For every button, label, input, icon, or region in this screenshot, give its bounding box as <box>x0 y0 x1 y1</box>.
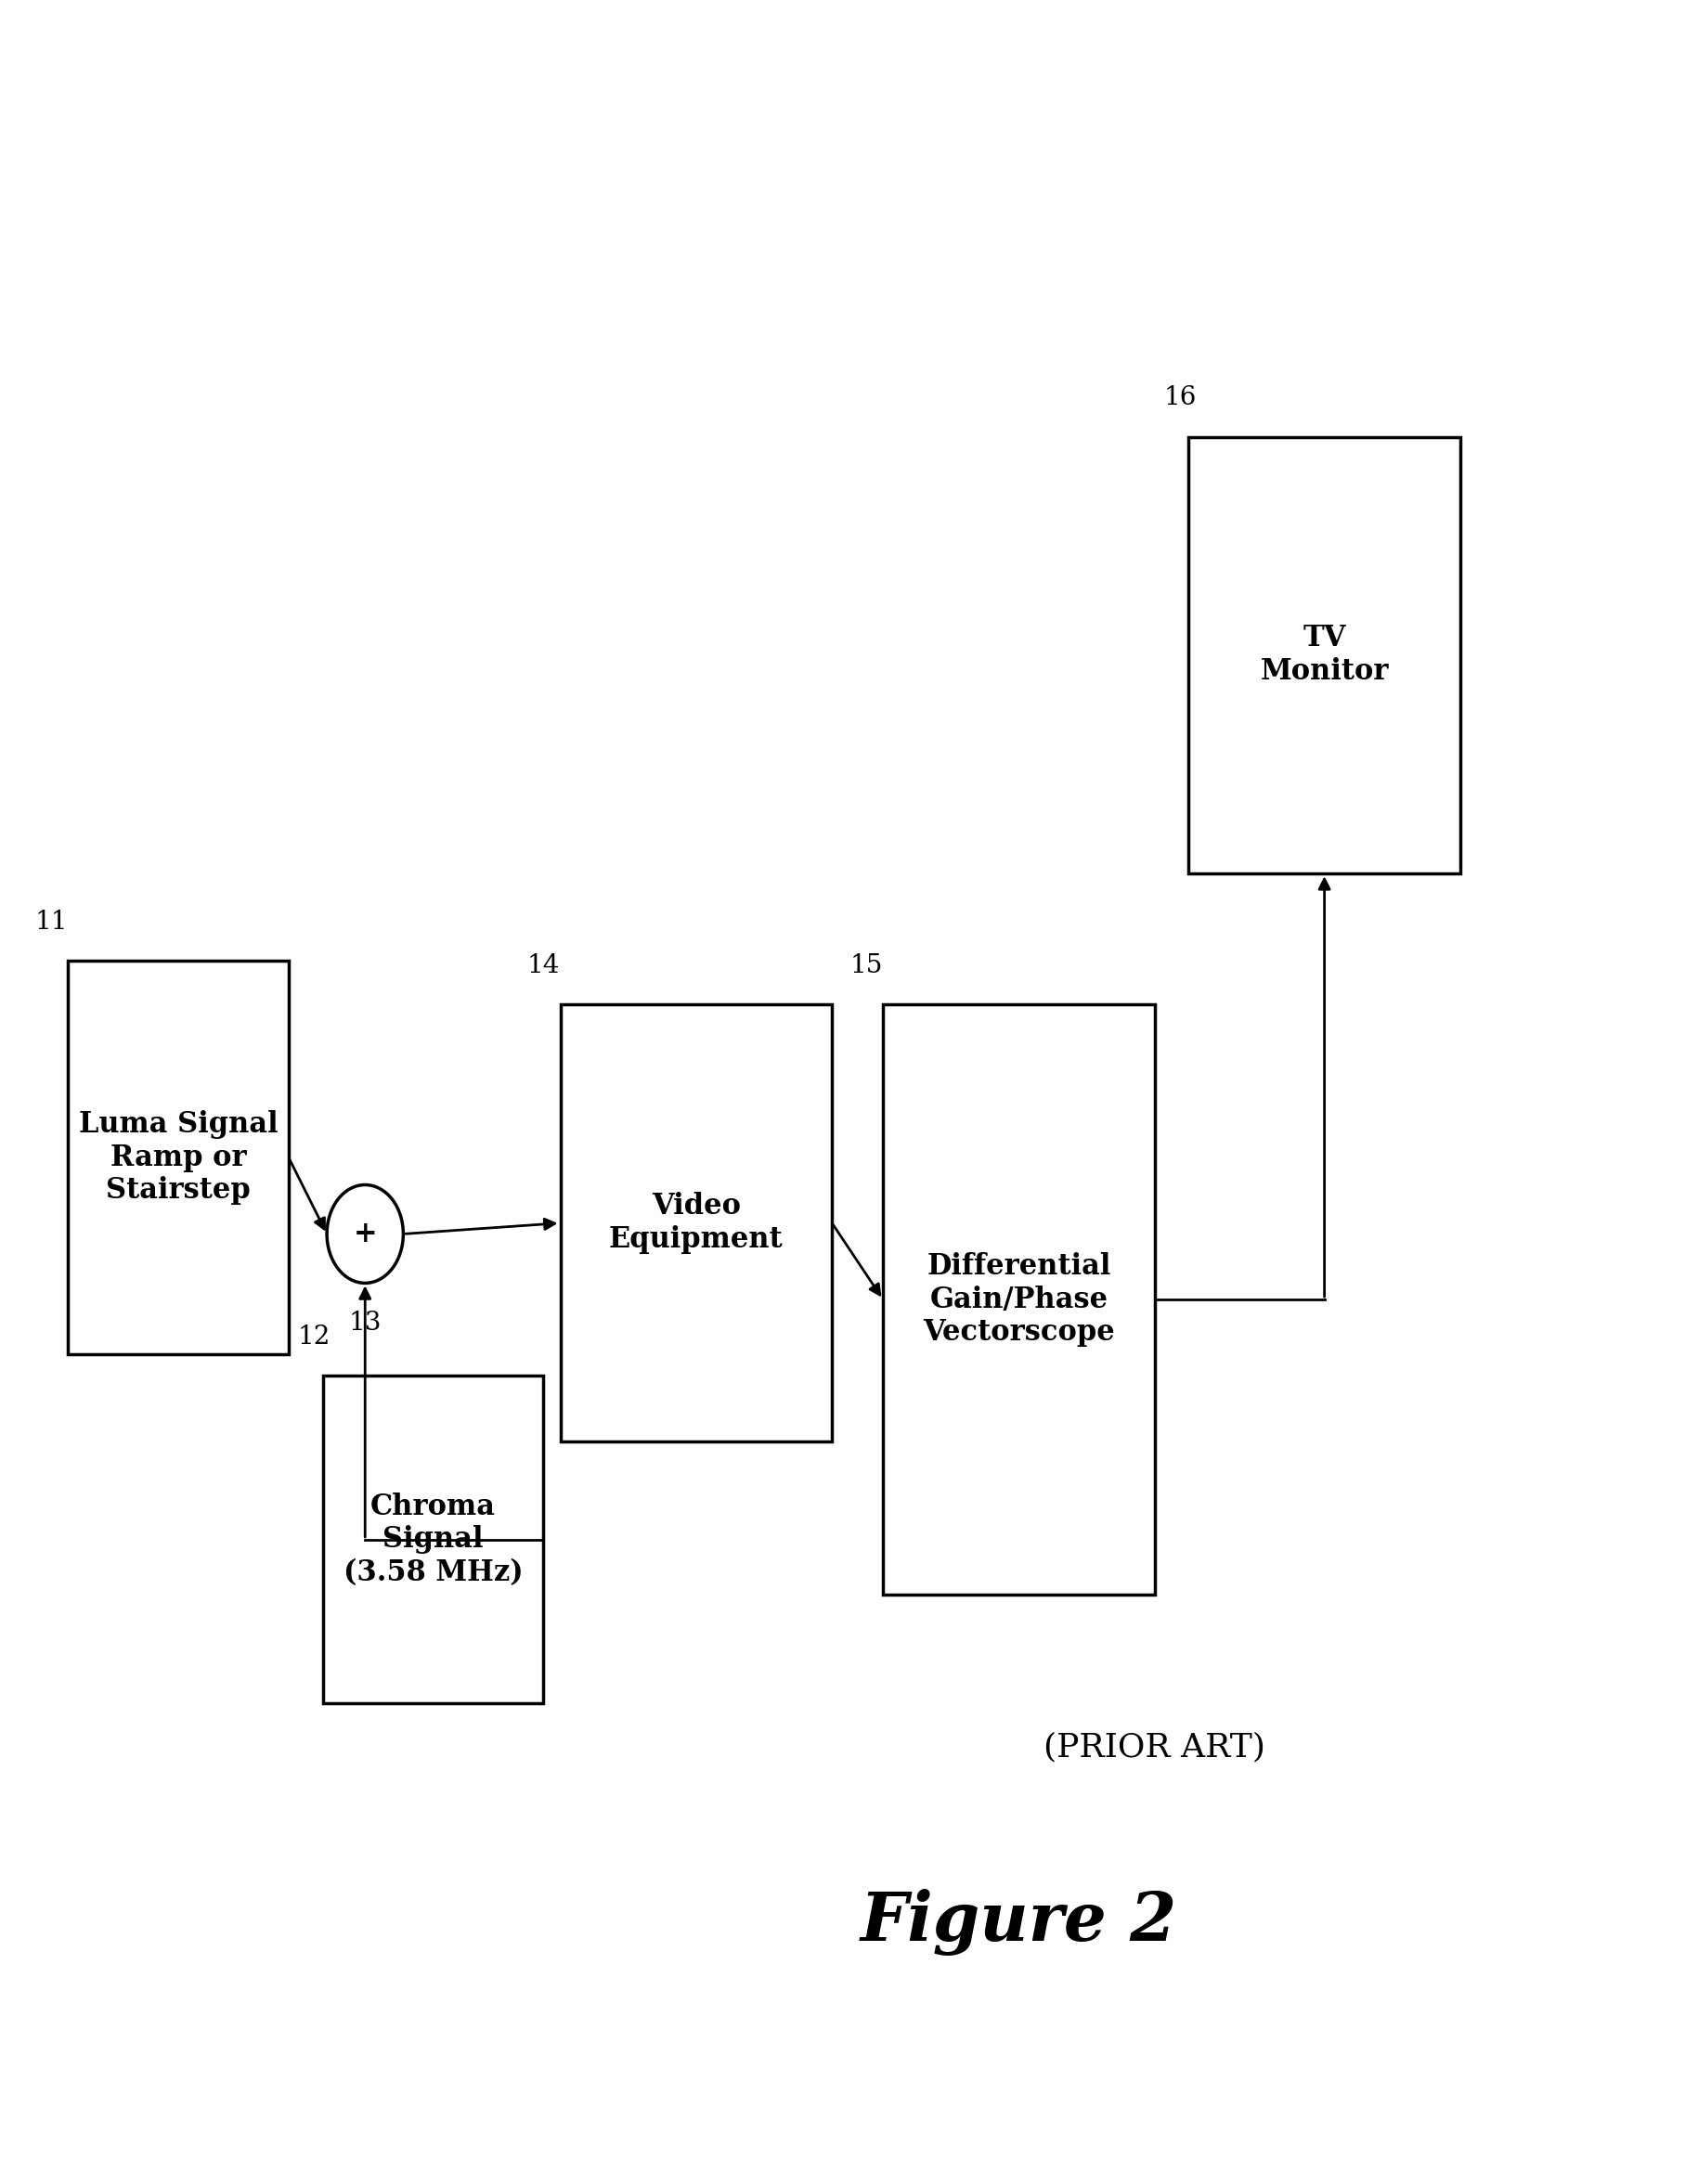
Circle shape <box>326 1184 404 1284</box>
Text: Luma Signal
Ramp or
Stairstep: Luma Signal Ramp or Stairstep <box>78 1109 278 1206</box>
FancyBboxPatch shape <box>323 1376 543 1704</box>
FancyBboxPatch shape <box>883 1005 1155 1594</box>
FancyBboxPatch shape <box>560 1005 832 1441</box>
Text: +: + <box>353 1219 377 1249</box>
Text: Differential
Gain/Phase
Vectorscope: Differential Gain/Phase Vectorscope <box>922 1251 1116 1348</box>
Text: 14: 14 <box>526 954 560 978</box>
Text: 12: 12 <box>297 1326 331 1350</box>
Text: Chroma
Signal
(3.58 MHz): Chroma Signal (3.58 MHz) <box>343 1492 523 1588</box>
Text: 16: 16 <box>1163 387 1197 411</box>
Text: Figure 2: Figure 2 <box>861 1889 1177 1955</box>
Text: 15: 15 <box>849 954 883 978</box>
FancyBboxPatch shape <box>1189 437 1460 874</box>
Text: Video
Equipment: Video Equipment <box>610 1192 783 1254</box>
Text: 13: 13 <box>348 1310 382 1334</box>
Text: (PRIOR ART): (PRIOR ART) <box>1044 1732 1265 1762</box>
FancyBboxPatch shape <box>68 961 289 1354</box>
Text: TV
Monitor: TV Monitor <box>1260 625 1389 686</box>
Text: 11: 11 <box>34 911 68 935</box>
